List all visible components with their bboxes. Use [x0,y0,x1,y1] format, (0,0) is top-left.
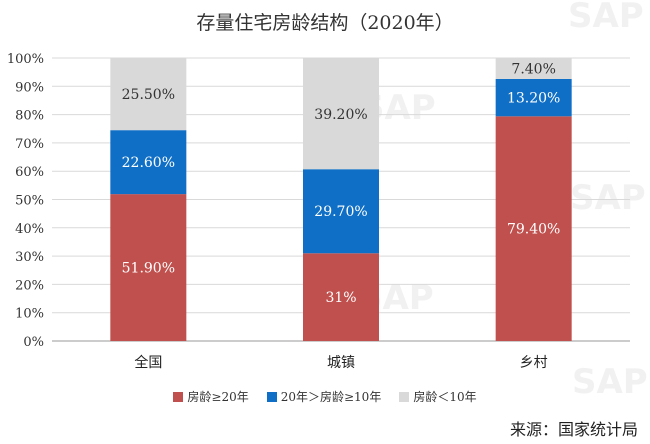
bar-segment [303,253,379,341]
legend-item: 房龄≥20年 [173,388,249,405]
legend-label: 房龄≥20年 [187,390,249,404]
legend-swatch [399,391,410,402]
y-tick-label: 0% [23,335,44,350]
chart-title: 存量住宅房龄结构（2020年） [196,12,454,34]
y-tick-label: 30% [15,250,44,265]
y-tick-label: 100% [7,52,44,67]
data-label: 25.50% [122,87,175,103]
data-label: 22.60% [122,155,175,171]
x-category-label: 全国 [134,354,162,371]
data-label: 13.20% [507,91,560,107]
y-tick-label: 10% [15,307,44,322]
x-axis-categories: 全国 城镇 乡村 [134,354,547,371]
bars [110,58,572,341]
data-label: 51.90% [122,261,175,277]
bar-segment [303,58,379,170]
y-tick-label: 60% [15,165,44,180]
legend-swatch [173,391,184,402]
y-tick-label: 20% [15,278,44,293]
y-tick-label: 50% [15,194,44,209]
y-tick-label: 70% [15,137,44,152]
legend-swatch [266,391,277,402]
data-label: 79.40% [507,222,560,238]
bar-segment [110,130,187,195]
data-label: 31% [325,290,356,306]
source-note: 来源：国家统计局 [509,420,638,439]
bar-segment [495,58,572,79]
bar-segment [495,78,572,117]
y-axis-ticks: 0% 10% 20% 30% 40% 50% 60% 70% 80% 90% 100% [7,52,44,350]
data-label: 29.70% [314,204,367,220]
x-category-label: 城镇 [327,355,355,371]
y-tick-label: 80% [15,109,44,124]
legend-label: 20年＞房龄≥10年 [280,390,382,404]
legend: 房龄≥20年 20年＞房龄≥10年 房龄＜10年 [0,388,650,405]
bar-segment [110,194,187,341]
bar-segment [303,169,379,254]
data-labels: 51.90% 22.60% 25.50% 31% 29.70% 39.20% 79.40% 1… [122,61,561,306]
data-label: 7.40% [511,61,555,77]
y-tick-label: 40% [15,222,44,237]
legend-item: 房龄＜10年 [399,388,477,405]
y-tick-label: 90% [15,80,44,95]
legend-item: 20年＞房龄≥10年 [266,388,382,405]
bar-segment [110,58,187,131]
data-label: 39.20% [314,107,367,123]
legend-label: 房龄＜10年 [413,390,477,404]
x-category-label: 乡村 [520,355,548,371]
bar-segment [495,116,572,341]
